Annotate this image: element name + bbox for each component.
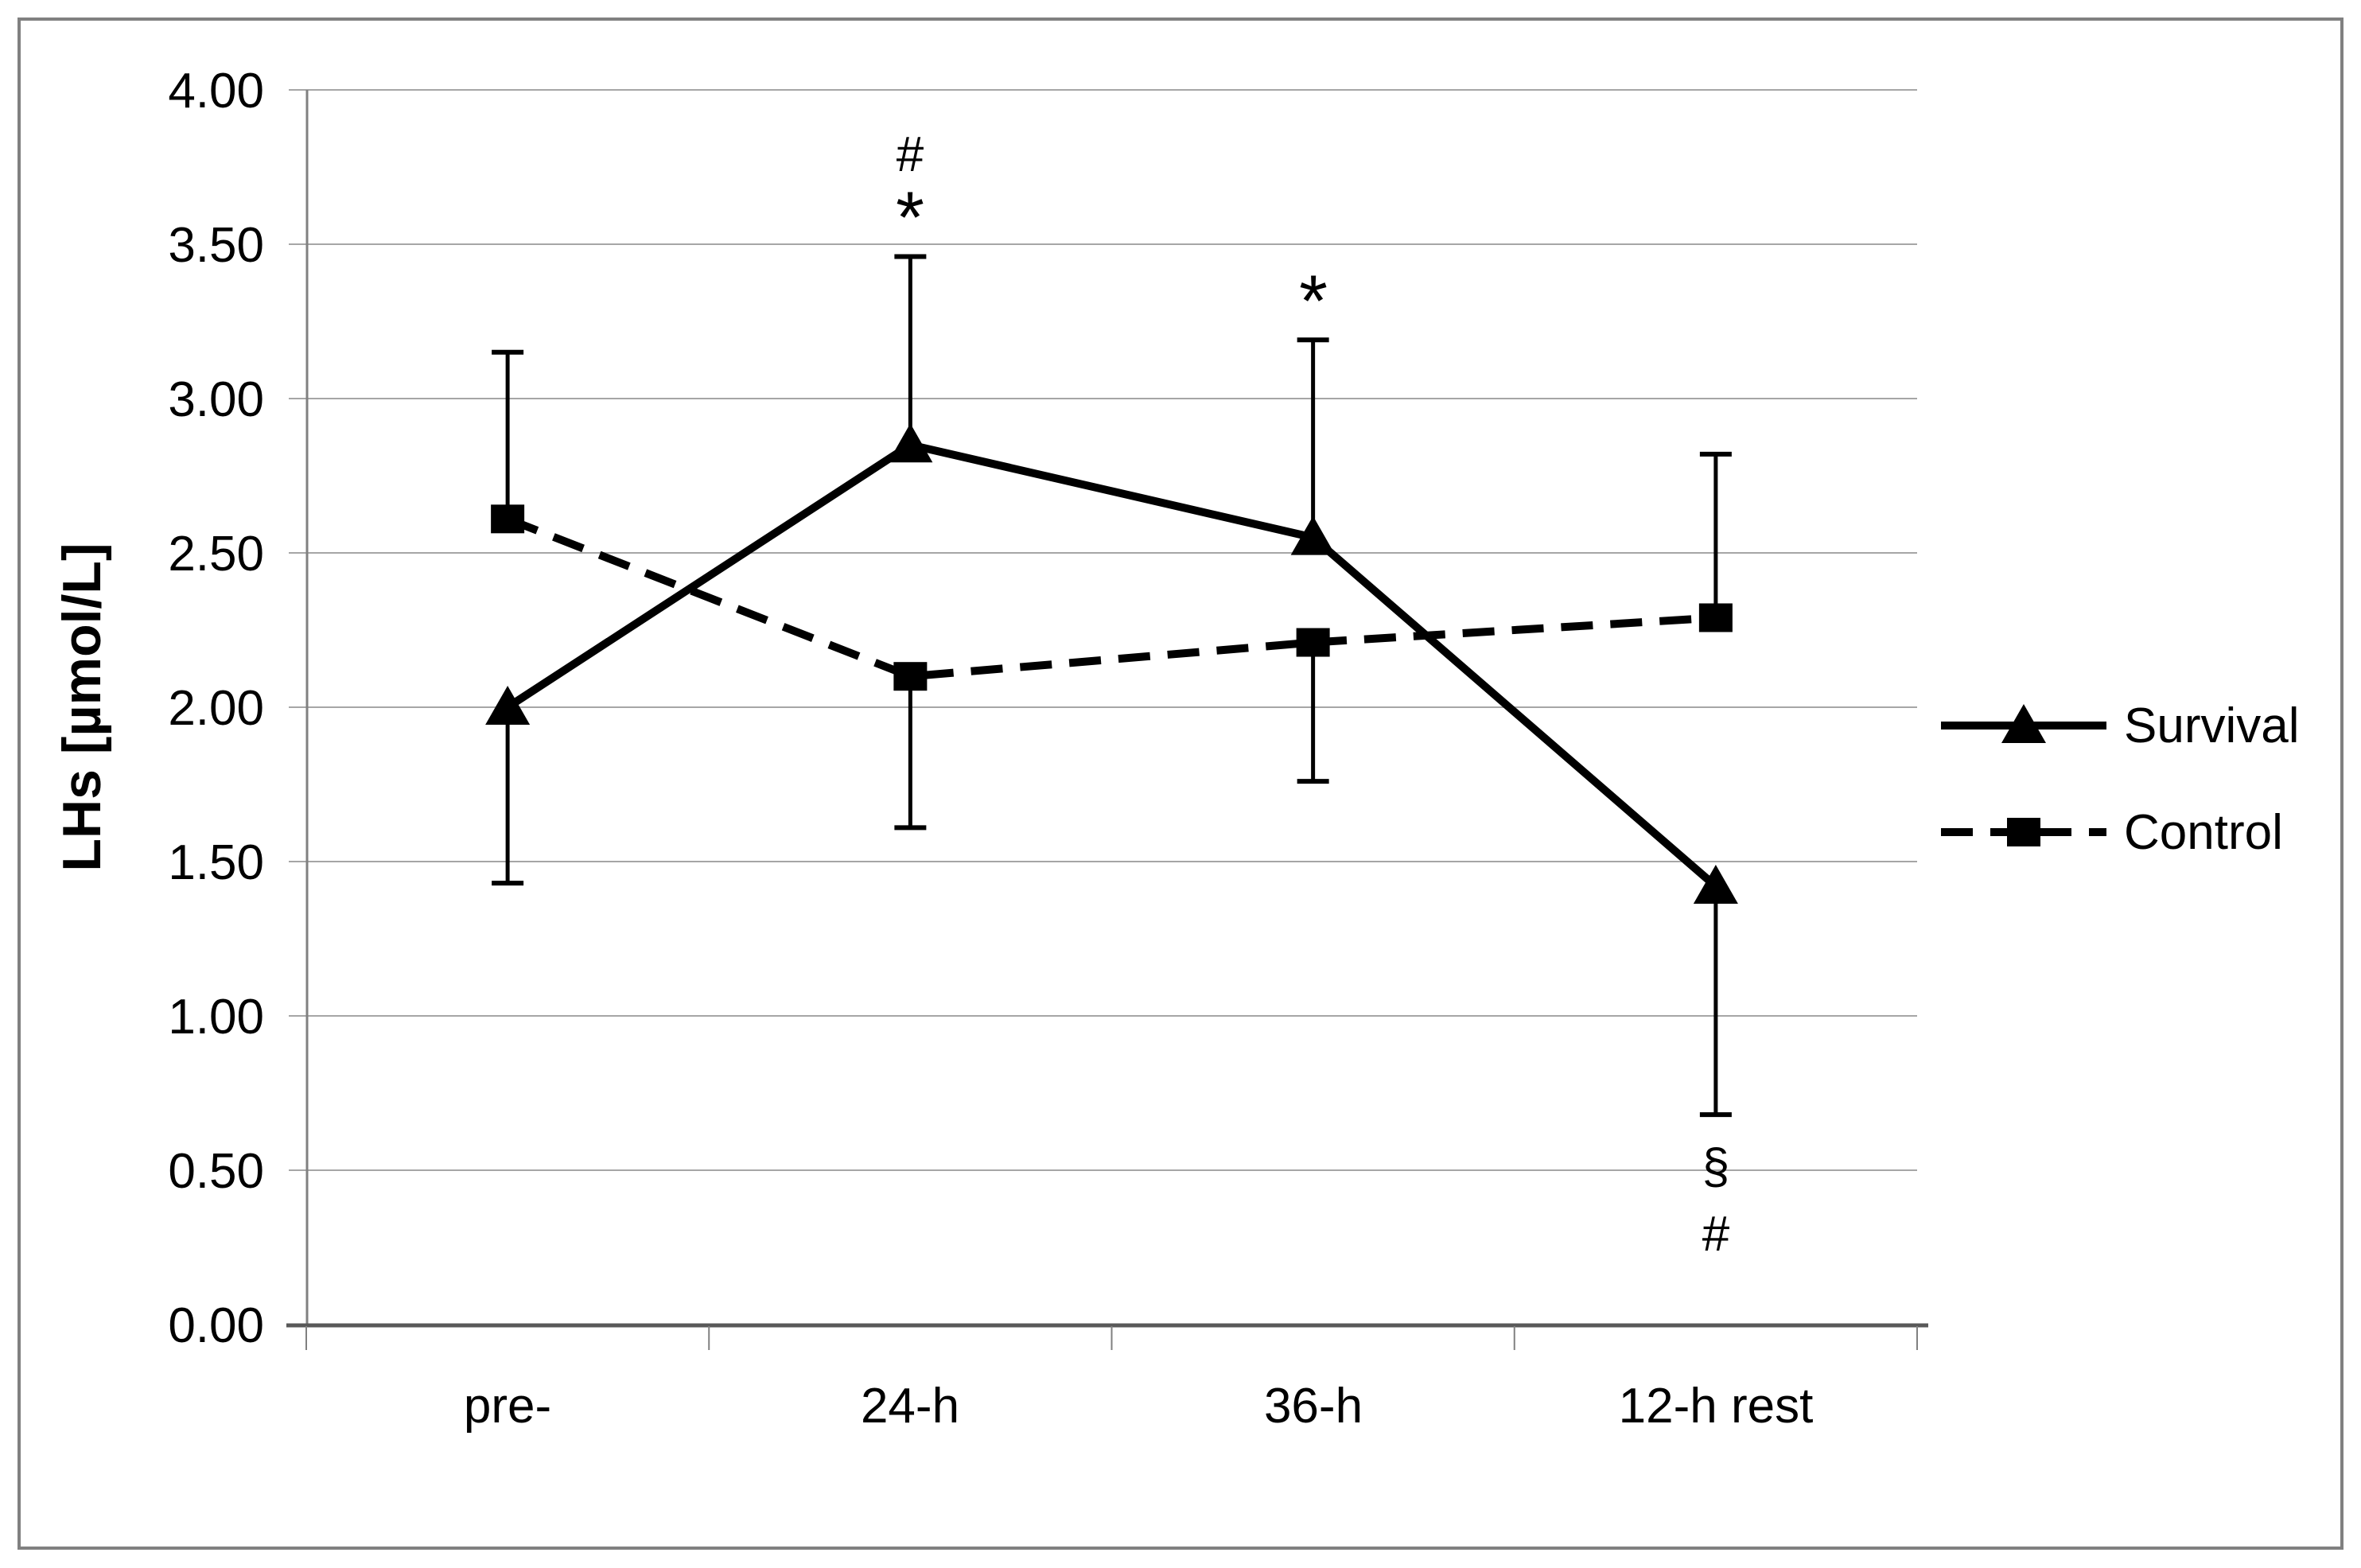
series-layer [485, 254, 1738, 1118]
control-marker [1296, 628, 1330, 657]
control-marker [893, 662, 928, 691]
survival-line [505, 440, 1719, 889]
y-tick-label: 2.00 [168, 681, 264, 736]
y-tick-label: 2.50 [168, 527, 264, 582]
x-category-label: 24-h [861, 1379, 959, 1434]
control-marker [491, 504, 525, 534]
survival-marker [485, 686, 531, 725]
series-survival [485, 254, 1738, 1118]
y-axis-title: LHs [µmol/L] [52, 543, 112, 871]
annotation-star-24h: * [896, 177, 924, 259]
x-category-label: 12-h rest [1619, 1379, 1814, 1434]
x-axis-category-labels: pre- 24-h 36-h 12-h rest [464, 1379, 1813, 1434]
survival-marker [1693, 865, 1738, 905]
y-tick-label: 3.00 [168, 372, 264, 427]
survival-marker [888, 423, 933, 463]
y-axis-tick-labels: 4.00 3.50 3.00 2.50 2.00 1.50 1.00 0.50 … [168, 64, 264, 1353]
legend-label-survival: Survival [2124, 698, 2300, 753]
figure-border [18, 18, 2343, 1550]
axes-layer [286, 90, 1928, 1350]
annotation-section-12h: § [1702, 1139, 1729, 1194]
x-category-label: pre- [464, 1379, 551, 1434]
legend-marker-layer [1941, 704, 2106, 846]
annotation-star-36h: * [1299, 261, 1328, 342]
y-tick-label: 3.50 [168, 218, 264, 273]
x-category-label: 36-h [1264, 1379, 1363, 1434]
legend-key-marker-control [2007, 818, 2040, 846]
control-marker [1698, 603, 1733, 632]
y-tick-label: 0.00 [168, 1298, 264, 1353]
y-tick-label: 4.00 [168, 64, 264, 119]
series-control [491, 349, 1733, 831]
legend-key-marker-survival [2001, 704, 2046, 743]
survival-marker [1290, 516, 1336, 555]
y-tick-label: 1.50 [168, 835, 264, 890]
y-tick-label: 1.00 [168, 990, 264, 1045]
annotation-hash-24h: # [897, 127, 924, 182]
legend-label-control: Control [2124, 805, 2283, 860]
annotation-hash-12h: # [1702, 1207, 1730, 1262]
control-line [506, 515, 1717, 681]
y-tick-label: 0.50 [168, 1144, 264, 1199]
